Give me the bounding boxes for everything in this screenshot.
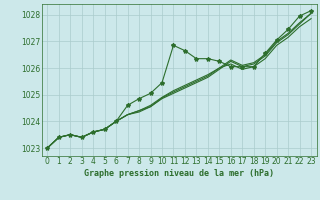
X-axis label: Graphe pression niveau de la mer (hPa): Graphe pression niveau de la mer (hPa): [84, 169, 274, 178]
